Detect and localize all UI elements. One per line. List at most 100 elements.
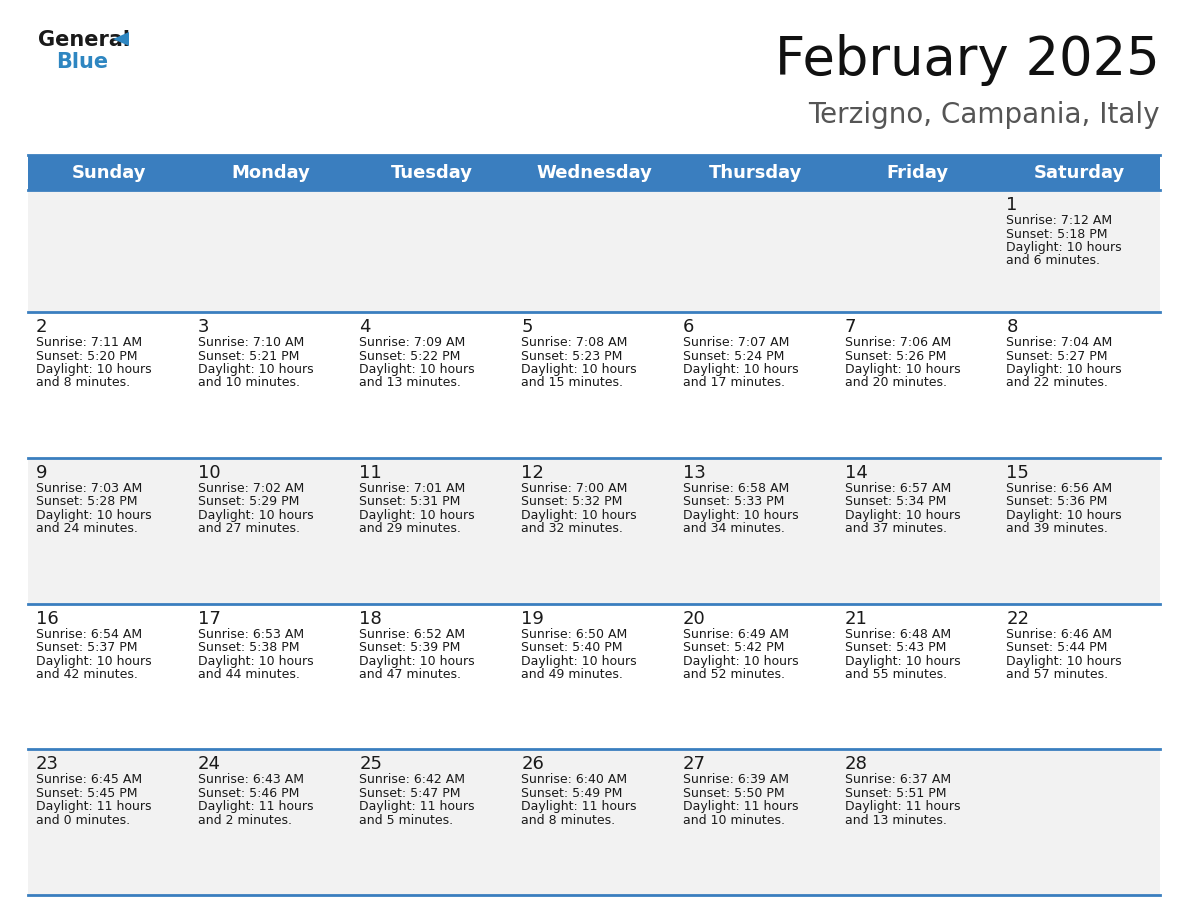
Text: Blue: Blue bbox=[56, 52, 108, 72]
Text: Daylight: 11 hours: Daylight: 11 hours bbox=[683, 800, 798, 813]
Text: and 6 minutes.: and 6 minutes. bbox=[1006, 254, 1100, 267]
Text: and 24 minutes.: and 24 minutes. bbox=[36, 522, 138, 535]
Bar bbox=[998, 190, 1159, 312]
Text: Daylight: 11 hours: Daylight: 11 hours bbox=[197, 800, 314, 813]
Text: Sunrise: 6:53 AM: Sunrise: 6:53 AM bbox=[197, 628, 304, 641]
Text: Sunset: 5:42 PM: Sunset: 5:42 PM bbox=[683, 641, 784, 654]
Text: Sunrise: 6:50 AM: Sunrise: 6:50 AM bbox=[522, 628, 627, 641]
Text: and 55 minutes.: and 55 minutes. bbox=[845, 668, 947, 681]
Bar bbox=[675, 312, 836, 458]
Text: February 2025: February 2025 bbox=[776, 34, 1159, 86]
Text: Sunrise: 6:49 AM: Sunrise: 6:49 AM bbox=[683, 628, 789, 641]
Text: Sunset: 5:45 PM: Sunset: 5:45 PM bbox=[36, 787, 138, 800]
Text: and 15 minutes.: and 15 minutes. bbox=[522, 376, 624, 389]
Text: Daylight: 10 hours: Daylight: 10 hours bbox=[197, 655, 314, 667]
Text: and 8 minutes.: and 8 minutes. bbox=[522, 813, 615, 827]
Text: Daylight: 10 hours: Daylight: 10 hours bbox=[522, 655, 637, 667]
Text: Sunset: 5:46 PM: Sunset: 5:46 PM bbox=[197, 787, 299, 800]
Text: Sunset: 5:32 PM: Sunset: 5:32 PM bbox=[522, 495, 623, 509]
Bar bbox=[998, 458, 1159, 603]
Text: Sunrise: 6:39 AM: Sunrise: 6:39 AM bbox=[683, 773, 789, 786]
Text: 19: 19 bbox=[522, 610, 544, 628]
Bar bbox=[513, 458, 675, 603]
Text: Sunrise: 7:08 AM: Sunrise: 7:08 AM bbox=[522, 336, 627, 349]
Text: Sunrise: 7:04 AM: Sunrise: 7:04 AM bbox=[1006, 336, 1112, 349]
Text: Sunset: 5:22 PM: Sunset: 5:22 PM bbox=[360, 350, 461, 363]
Bar bbox=[352, 155, 513, 190]
Text: Sunrise: 6:52 AM: Sunrise: 6:52 AM bbox=[360, 628, 466, 641]
Bar bbox=[190, 458, 352, 603]
Text: Daylight: 11 hours: Daylight: 11 hours bbox=[360, 800, 475, 813]
Text: Sunset: 5:29 PM: Sunset: 5:29 PM bbox=[197, 495, 299, 509]
Text: and 13 minutes.: and 13 minutes. bbox=[360, 376, 461, 389]
Text: Sunrise: 7:03 AM: Sunrise: 7:03 AM bbox=[36, 482, 143, 495]
Text: and 22 minutes.: and 22 minutes. bbox=[1006, 376, 1108, 389]
Text: and 32 minutes.: and 32 minutes. bbox=[522, 522, 623, 535]
Text: and 57 minutes.: and 57 minutes. bbox=[1006, 668, 1108, 681]
Bar bbox=[29, 603, 190, 749]
Text: Sunrise: 6:54 AM: Sunrise: 6:54 AM bbox=[36, 628, 143, 641]
Text: 3: 3 bbox=[197, 318, 209, 336]
Text: Sunset: 5:37 PM: Sunset: 5:37 PM bbox=[36, 641, 138, 654]
Text: 13: 13 bbox=[683, 464, 706, 482]
Polygon shape bbox=[113, 32, 129, 46]
Text: and 44 minutes.: and 44 minutes. bbox=[197, 668, 299, 681]
Text: Tuesday: Tuesday bbox=[391, 163, 473, 182]
Text: 22: 22 bbox=[1006, 610, 1029, 628]
Text: and 8 minutes.: and 8 minutes. bbox=[36, 376, 131, 389]
Text: and 29 minutes.: and 29 minutes. bbox=[360, 522, 461, 535]
Text: Daylight: 10 hours: Daylight: 10 hours bbox=[522, 509, 637, 521]
Text: and 0 minutes.: and 0 minutes. bbox=[36, 813, 131, 827]
Text: Wednesday: Wednesday bbox=[536, 163, 652, 182]
Text: Sunset: 5:26 PM: Sunset: 5:26 PM bbox=[845, 350, 946, 363]
Bar bbox=[190, 312, 352, 458]
Text: Sunset: 5:51 PM: Sunset: 5:51 PM bbox=[845, 787, 946, 800]
Text: 26: 26 bbox=[522, 756, 544, 773]
Text: 27: 27 bbox=[683, 756, 706, 773]
Text: 1: 1 bbox=[1006, 196, 1018, 214]
Bar bbox=[29, 749, 190, 895]
Bar bbox=[513, 312, 675, 458]
Text: Sunset: 5:20 PM: Sunset: 5:20 PM bbox=[36, 350, 138, 363]
Text: Sunset: 5:27 PM: Sunset: 5:27 PM bbox=[1006, 350, 1107, 363]
Text: and 39 minutes.: and 39 minutes. bbox=[1006, 522, 1108, 535]
Bar bbox=[352, 749, 513, 895]
Text: Sunset: 5:39 PM: Sunset: 5:39 PM bbox=[360, 641, 461, 654]
Text: and 10 minutes.: and 10 minutes. bbox=[683, 813, 785, 827]
Text: and 42 minutes.: and 42 minutes. bbox=[36, 668, 138, 681]
Bar bbox=[998, 155, 1159, 190]
Text: and 2 minutes.: and 2 minutes. bbox=[197, 813, 292, 827]
Text: Sunrise: 7:06 AM: Sunrise: 7:06 AM bbox=[845, 336, 950, 349]
Text: and 49 minutes.: and 49 minutes. bbox=[522, 668, 623, 681]
Text: and 17 minutes.: and 17 minutes. bbox=[683, 376, 785, 389]
Bar bbox=[352, 458, 513, 603]
Text: and 52 minutes.: and 52 minutes. bbox=[683, 668, 785, 681]
Text: Daylight: 10 hours: Daylight: 10 hours bbox=[522, 363, 637, 376]
Text: 5: 5 bbox=[522, 318, 532, 336]
Text: Sunset: 5:21 PM: Sunset: 5:21 PM bbox=[197, 350, 299, 363]
Bar bbox=[352, 603, 513, 749]
Text: 17: 17 bbox=[197, 610, 221, 628]
Text: Sunrise: 6:37 AM: Sunrise: 6:37 AM bbox=[845, 773, 950, 786]
Text: Monday: Monday bbox=[232, 163, 310, 182]
Bar bbox=[29, 190, 190, 312]
Bar bbox=[998, 749, 1159, 895]
Text: Sunrise: 7:07 AM: Sunrise: 7:07 AM bbox=[683, 336, 789, 349]
Bar bbox=[675, 155, 836, 190]
Text: Daylight: 11 hours: Daylight: 11 hours bbox=[845, 800, 960, 813]
Text: Sunday: Sunday bbox=[71, 163, 146, 182]
Text: 10: 10 bbox=[197, 464, 220, 482]
Text: 25: 25 bbox=[360, 756, 383, 773]
Text: Sunrise: 6:58 AM: Sunrise: 6:58 AM bbox=[683, 482, 789, 495]
Text: 24: 24 bbox=[197, 756, 221, 773]
Text: Daylight: 10 hours: Daylight: 10 hours bbox=[360, 509, 475, 521]
Text: and 37 minutes.: and 37 minutes. bbox=[845, 522, 947, 535]
Text: Sunrise: 7:00 AM: Sunrise: 7:00 AM bbox=[522, 482, 627, 495]
Text: Daylight: 10 hours: Daylight: 10 hours bbox=[1006, 509, 1121, 521]
Bar bbox=[513, 603, 675, 749]
Text: Sunrise: 6:43 AM: Sunrise: 6:43 AM bbox=[197, 773, 304, 786]
Bar bbox=[190, 603, 352, 749]
Bar bbox=[836, 749, 998, 895]
Text: Daylight: 10 hours: Daylight: 10 hours bbox=[1006, 655, 1121, 667]
Text: Daylight: 10 hours: Daylight: 10 hours bbox=[197, 509, 314, 521]
